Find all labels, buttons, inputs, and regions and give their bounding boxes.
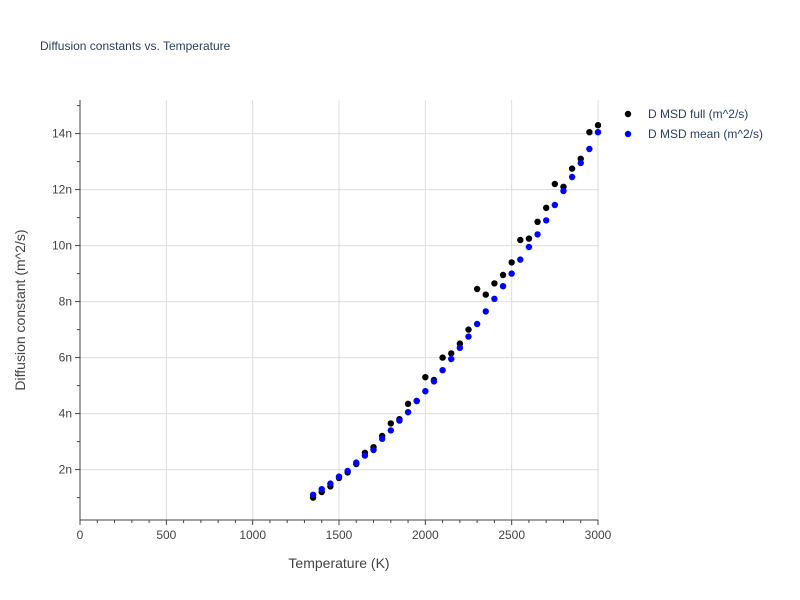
data-point[interactable] — [568, 165, 576, 172]
data-point[interactable] — [568, 173, 576, 181]
data-point[interactable] — [551, 180, 559, 188]
x-tick-label: 1000 — [239, 528, 266, 542]
data-points — [309, 122, 602, 501]
data-point[interactable] — [586, 129, 593, 136]
data-point[interactable] — [473, 320, 481, 328]
data-point[interactable] — [396, 417, 403, 424]
data-point[interactable] — [594, 129, 602, 136]
y-axis-title: Diffusion constant (m^2/s) — [12, 229, 28, 390]
data-point[interactable] — [422, 388, 429, 395]
legend-marker — [624, 110, 632, 118]
data-point[interactable] — [551, 201, 559, 209]
data-point[interactable] — [465, 333, 472, 340]
y-tick-label: 14n — [52, 127, 72, 141]
tick-labels: 0 500 1000 1500 2000 2500 3000 2n 4n 6n 8n 10n 12n 14… — [52, 127, 612, 542]
data-point[interactable] — [439, 354, 446, 361]
data-point[interactable] — [525, 243, 533, 251]
data-point[interactable] — [413, 397, 420, 405]
data-point[interactable] — [430, 378, 438, 385]
data-point[interactable] — [387, 420, 394, 427]
data-point[interactable] — [318, 486, 325, 493]
data-point[interactable] — [370, 446, 377, 454]
data-point[interactable] — [586, 145, 593, 153]
y-tick-label: 4n — [59, 407, 72, 421]
data-point[interactable] — [499, 271, 507, 279]
data-point[interactable] — [594, 122, 602, 129]
data-point[interactable] — [465, 326, 472, 333]
data-point[interactable] — [448, 355, 455, 363]
data-point[interactable] — [309, 491, 317, 498]
data-point[interactable] — [378, 435, 386, 442]
chart-title: Diffusion constants vs. Temperature — [40, 39, 231, 53]
data-point[interactable] — [525, 235, 533, 242]
x-tick-label: 1500 — [326, 528, 353, 542]
legend-item[interactable]: D MSD mean (m^2/s) — [624, 127, 763, 141]
data-point[interactable] — [473, 285, 481, 293]
data-point[interactable] — [335, 473, 343, 480]
y-tick-label: 10n — [52, 239, 72, 253]
legend-label: D MSD mean (m^2/s) — [648, 127, 763, 141]
legend-marker — [624, 130, 632, 138]
data-point[interactable] — [534, 218, 541, 225]
data-point[interactable] — [482, 291, 489, 298]
y-tick-label: 12n — [52, 183, 72, 197]
data-point[interactable] — [517, 256, 524, 263]
x-tick-label: 0 — [77, 528, 84, 542]
data-point[interactable] — [491, 280, 498, 287]
data-point[interactable] — [534, 231, 541, 238]
data-point[interactable] — [422, 374, 429, 381]
data-point[interactable] — [517, 236, 524, 244]
data-point[interactable] — [387, 427, 394, 434]
legend[interactable]: D MSD full (m^2/s) D MSD mean (m^2/s) — [624, 107, 763, 141]
data-point[interactable] — [404, 409, 412, 416]
axes — [75, 100, 599, 525]
data-point[interactable] — [344, 467, 351, 475]
y-tick-label: 8n — [59, 295, 72, 309]
data-point[interactable] — [456, 344, 464, 351]
data-point[interactable] — [508, 259, 515, 266]
data-point[interactable] — [361, 452, 369, 459]
data-point[interactable] — [404, 400, 412, 407]
x-tick-label: 3000 — [585, 528, 612, 542]
grid-lines — [80, 100, 599, 520]
data-point[interactable] — [448, 350, 455, 357]
legend-item[interactable]: D MSD full (m^2/s) — [624, 107, 749, 121]
data-point[interactable] — [327, 480, 334, 487]
x-tick-label: 2000 — [412, 528, 439, 542]
data-point[interactable] — [482, 308, 489, 315]
data-point[interactable] — [491, 295, 498, 302]
legend-label: D MSD full (m^2/s) — [648, 107, 748, 121]
series-0 — [309, 122, 602, 501]
y-tick-label: 6n — [59, 351, 72, 365]
data-point[interactable] — [560, 187, 567, 195]
x-tick-label: 2500 — [498, 528, 525, 542]
x-tick-label: 500 — [156, 528, 176, 542]
series-1 — [309, 129, 602, 498]
data-point[interactable] — [543, 217, 550, 224]
x-axis-title: Temperature (K) — [288, 555, 389, 571]
data-point[interactable] — [577, 159, 584, 167]
y-tick-label: 2n — [59, 463, 72, 477]
data-point[interactable] — [499, 283, 507, 290]
data-point[interactable] — [543, 204, 550, 211]
data-point[interactable] — [508, 270, 515, 277]
data-point[interactable] — [439, 367, 446, 374]
data-point[interactable] — [353, 459, 360, 466]
